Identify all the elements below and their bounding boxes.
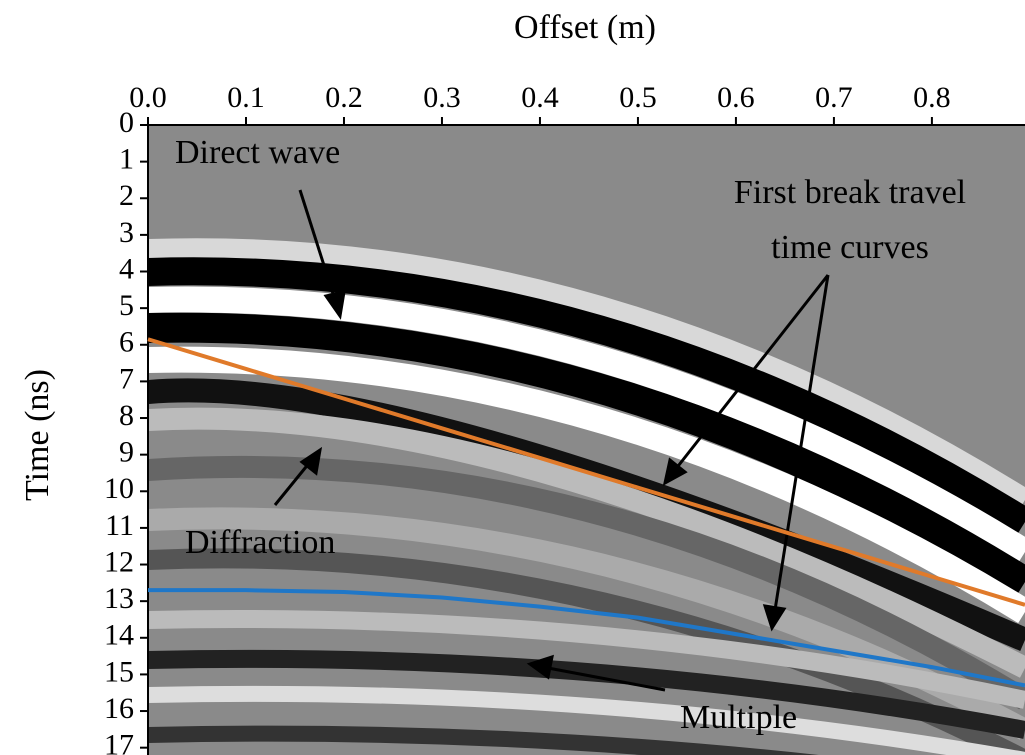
radargram [148,125,1025,755]
y-tick-label: 1 [119,143,134,176]
y-tick-label: 13 [104,582,134,615]
chart-title: Offset (m) [514,9,656,46]
y-tick-label: 5 [119,289,134,322]
y-tick-label: 7 [119,362,134,395]
x-tick-label: 0.8 [913,81,951,114]
y-axis-label: Time (ns) [19,369,56,501]
y-tick-label: 2 [119,179,134,212]
y-tick-label: 0 [119,106,134,139]
annotation: Multiple [680,699,797,736]
annotation: First break travel [734,174,966,211]
series-line [147,337,1025,607]
annotation: time curves [771,229,929,266]
series-line [148,588,1025,688]
y-tick-label: 16 [104,692,134,725]
annotation: Diffraction [185,524,335,561]
x-tick-label: 0.4 [521,81,559,114]
x-tick-label: 0.1 [227,81,265,114]
annotation: Direct wave [175,134,340,171]
y-tick-label: 14 [104,619,134,652]
y-tick-label: 17 [104,729,134,755]
annotation-arrows [273,189,830,692]
y-tick-label: 10 [104,472,134,505]
x-tick-label: 0.6 [717,81,755,114]
y-tick-label: 6 [119,326,134,359]
y-tick-label: 4 [119,252,134,285]
y-tick-label: 15 [104,655,134,688]
x-tick-label: 0.0 [129,81,167,114]
x-tick-label: 0.7 [815,81,853,114]
y-tick-label: 12 [104,545,134,578]
x-tick-label: 0.5 [619,81,657,114]
x-tick-label: 0.2 [325,81,363,114]
y-tick-label: 9 [119,436,134,469]
y-tick-label: 3 [119,216,134,249]
x-tick-label: 0.3 [423,81,461,114]
y-tick-label: 11 [105,509,134,542]
y-tick-label: 8 [119,399,134,432]
